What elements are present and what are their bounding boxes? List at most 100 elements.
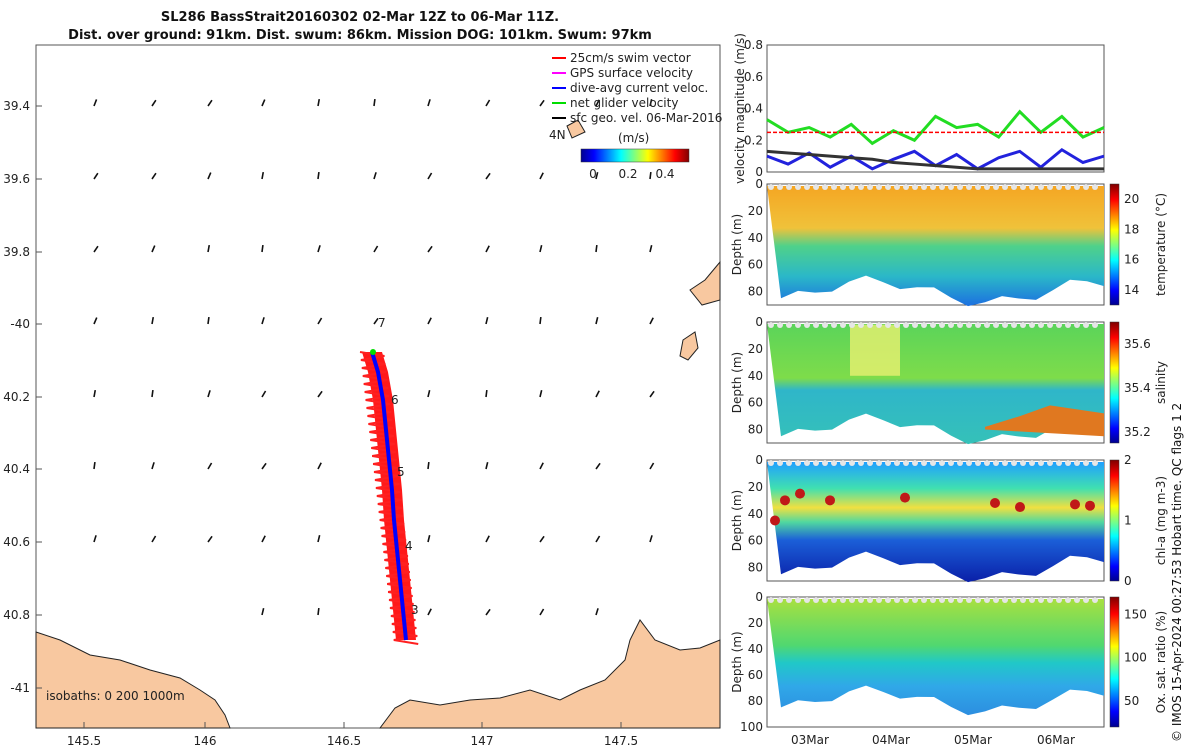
time-tick: 06Mar (1037, 733, 1075, 747)
map-y-tick: 40.4 (3, 462, 30, 476)
temperature-colorbar-label: temperature (°C) (1154, 193, 1168, 296)
profile-top-mark (1002, 597, 1008, 603)
profile-top-mark (1092, 184, 1098, 190)
swim-vectors (359, 351, 419, 645)
profile-top-mark (1056, 184, 1062, 190)
profile-top-mark (885, 597, 891, 603)
colorbar-tick: 0 (589, 167, 597, 181)
chl-a-colorbar-label: chl-a (mg m-3) (1154, 476, 1168, 565)
profile-top-mark (1038, 322, 1044, 328)
velocity-arrow (373, 245, 379, 253)
salinity-depth-tick: 20 (748, 342, 763, 356)
temperature-ylabel: Depth (m) (730, 214, 744, 275)
salinity-colorbar-tick: 35.6 (1124, 337, 1151, 351)
profile-top-mark (849, 597, 855, 603)
title-line-1: SL286 BassStrait20160302 02-Mar 12Z to 0… (160, 10, 560, 25)
oxygen-depth-tick: 100 (740, 720, 763, 734)
velocity-arrow (317, 98, 321, 107)
profile-top-mark (1011, 597, 1017, 603)
velocity-arrow (427, 608, 432, 616)
velocity-arrow (427, 461, 430, 470)
velocity-arrow (151, 316, 155, 325)
profile-top-mark (957, 322, 963, 328)
velocity-arrow (595, 608, 599, 616)
legend-entry: GPS surface velocity (570, 66, 693, 80)
profile-top-mark (894, 460, 900, 466)
small-island (679, 331, 699, 361)
profile-top-mark (912, 184, 918, 190)
profile-top-mark (1065, 184, 1071, 190)
flinders-island (689, 260, 721, 306)
profile-top-mark (1029, 597, 1035, 603)
track-day-label: 6 (391, 393, 399, 407)
profile-top-mark (849, 460, 855, 466)
profile-top-mark (948, 597, 954, 603)
map-y-tick: 39.8 (3, 245, 30, 259)
temperature-colorbar-tick: 16 (1124, 253, 1139, 267)
profile-top-mark (993, 460, 999, 466)
series-sfc-geo-vel- (766, 149, 1104, 171)
time-tick: 03Mar (791, 733, 829, 747)
track-day-label: 4 (405, 539, 413, 553)
profile-top-mark (1083, 460, 1089, 466)
velocity-arrow (485, 317, 489, 325)
profile-top-mark (1074, 184, 1080, 190)
profile-top-mark (939, 460, 945, 466)
velocity-arrow (427, 245, 433, 253)
map-y-tick: 40.2 (3, 390, 30, 404)
profile-top-mark (795, 322, 801, 328)
oxygen-colorbar-tick: 150 (1124, 607, 1147, 621)
velocity-arrow (93, 317, 98, 325)
profile-top-mark (1056, 322, 1062, 328)
chl-a-ylabel: Depth (m) (730, 490, 744, 551)
velocity-arrow (595, 244, 598, 253)
map-y-tick: -40 (10, 317, 30, 331)
profile-top-mark (912, 322, 918, 328)
profile-top-mark (804, 322, 810, 328)
profile-top-mark (885, 184, 891, 190)
profile-top-mark (1020, 184, 1026, 190)
temperature-depth-tick: 40 (748, 231, 763, 245)
profile-top-mark (984, 460, 990, 466)
velocity-arrow (207, 462, 213, 470)
profile-top-mark (1020, 597, 1026, 603)
map-x-tick: 145.5 (67, 734, 101, 748)
velocity-arrow (539, 535, 545, 543)
velocity-arrow (261, 99, 266, 107)
salinity-depth-tick: 80 (748, 423, 763, 437)
surface-velocity-field (93, 98, 655, 616)
profile-top-mark (993, 184, 999, 190)
velocity-arrow (539, 316, 542, 325)
profile-top-mark (1047, 184, 1053, 190)
profile-top-mark (840, 184, 846, 190)
profile-top-mark (858, 597, 864, 603)
velocity-arrow (207, 316, 210, 325)
profile-top-mark (939, 322, 945, 328)
chl-maximum-mark (1085, 500, 1095, 511)
velocity-arrow (539, 462, 544, 470)
profile-top-mark (831, 460, 837, 466)
velocity-arrow (485, 389, 488, 398)
velocity-arrow (595, 99, 600, 107)
profile-top-mark (840, 460, 846, 466)
map-x-tick: 146 (194, 734, 217, 748)
map-x-tick: 147.5 (604, 734, 638, 748)
track-day-label: 7 (378, 316, 386, 330)
profile-top-mark (777, 184, 783, 190)
velocity-arrow (595, 172, 599, 180)
temperature-depth-tick: 0 (755, 177, 763, 191)
profile-top-mark (831, 322, 837, 328)
temperature-colorbar-tick: 18 (1124, 222, 1139, 236)
velocity-arrow (539, 390, 543, 398)
chl-maximum-mark (990, 498, 1000, 509)
velocity-arrow (207, 172, 212, 180)
track-day-label: 5 (397, 465, 405, 479)
velocity-arrow (539, 608, 545, 616)
profile-top-mark (876, 322, 882, 328)
isobath-label: isobaths: 0 200 1000m (46, 689, 185, 703)
velocity-arrow (207, 244, 211, 253)
profile-top-mark (1020, 322, 1026, 328)
profile-top-mark (876, 597, 882, 603)
chl-a-depth-tick: 0 (755, 453, 763, 467)
